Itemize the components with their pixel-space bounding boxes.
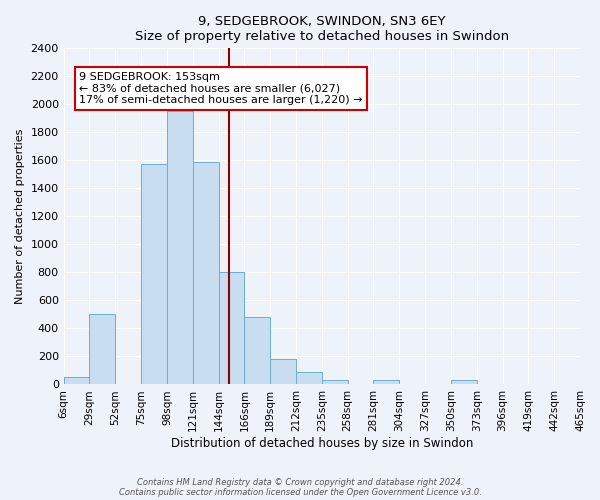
Bar	[373, 380, 399, 384]
Text: Contains HM Land Registry data © Crown copyright and database right 2024.
Contai: Contains HM Land Registry data © Crown c…	[119, 478, 481, 497]
Bar	[167, 112, 193, 384]
Bar	[451, 380, 477, 384]
Bar	[296, 372, 322, 384]
Bar	[89, 314, 115, 384]
Bar	[141, 164, 167, 384]
Bar	[270, 358, 296, 384]
Bar	[244, 317, 270, 384]
Bar	[218, 272, 244, 384]
Text: 9 SEDGEBROOK: 153sqm
← 83% of detached houses are smaller (6,027)
17% of semi-de: 9 SEDGEBROOK: 153sqm ← 83% of detached h…	[79, 72, 362, 105]
Bar	[64, 378, 89, 384]
Y-axis label: Number of detached properties: Number of detached properties	[15, 128, 25, 304]
Bar	[322, 380, 347, 384]
Title: 9, SEDGEBROOK, SWINDON, SN3 6EY
Size of property relative to detached houses in : 9, SEDGEBROOK, SWINDON, SN3 6EY Size of …	[135, 15, 509, 43]
Bar	[193, 162, 218, 384]
X-axis label: Distribution of detached houses by size in Swindon: Distribution of detached houses by size …	[170, 437, 473, 450]
